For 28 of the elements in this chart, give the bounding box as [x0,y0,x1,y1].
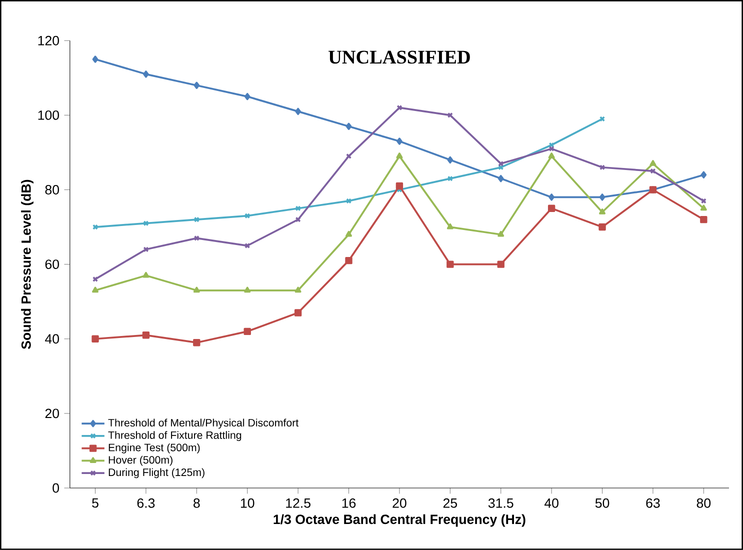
y-tick-label: 60 [45,260,60,270]
y-tick-label: 80 [45,185,60,194]
legend-label: During Flight (125m) [108,468,204,478]
x-tick-label: 50 [595,498,610,508]
legend-label: Threshold of Mental/Physical Discomfort [108,418,299,429]
x-tick-label: 20 [392,498,406,508]
x-tick-label: 6.3 [137,498,155,508]
x-axis-title: 1/3 Octave Band Central Frequency (Hz) [274,514,526,527]
x-tick-label: 25 [443,498,458,508]
x-tick-label: 31.5 [488,498,514,508]
y-tick-label: 40 [45,334,60,344]
legend-label: Hover (500m) [108,456,172,466]
y-tick-label: 20 [45,408,60,418]
chart-title: UNCLASSIFIED [328,50,470,64]
legend-label: Engine Test (500m) [108,443,200,454]
y-tick-label: 120 [38,36,60,46]
x-tick-label: 12.5 [286,498,310,508]
x-tick-label: 16 [342,498,356,508]
x-tick-label: 5 [92,498,98,508]
x-tick-label: 10 [240,498,254,508]
y-tick-label: 100 [38,110,60,120]
legend-label: Threshold of Fixture Rattling [108,431,242,442]
x-tick-label: 40 [544,498,558,508]
x-tick-label: 80 [696,498,711,508]
y-axis-title: Sound Pressure Level (dB) [21,180,34,350]
x-tick-label: 8 [194,498,200,508]
y-tick-label: 0 [52,483,60,493]
x-tick-label: 63 [646,498,660,508]
